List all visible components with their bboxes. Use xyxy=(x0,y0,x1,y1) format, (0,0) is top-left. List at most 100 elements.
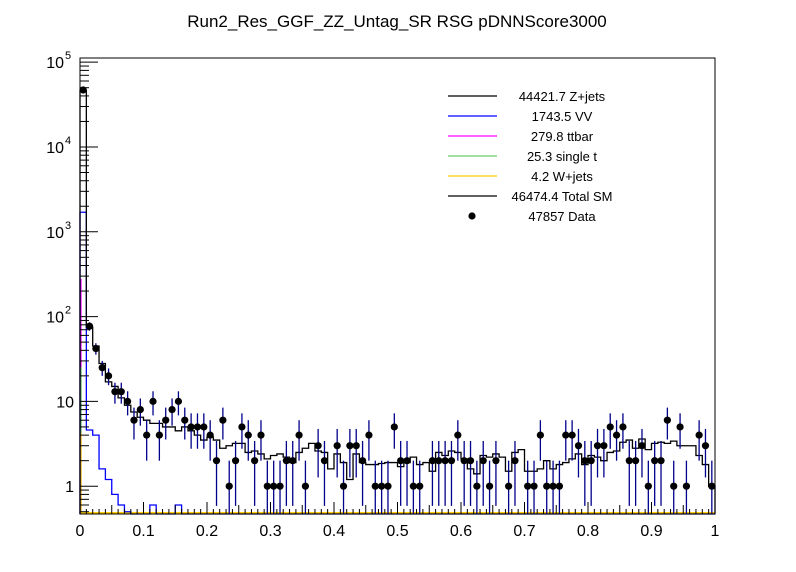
y-tick-label: 1 xyxy=(65,479,74,496)
data-point xyxy=(92,344,100,353)
x-tick-label: 0.1 xyxy=(132,523,154,540)
x-tick-label: 0.6 xyxy=(450,523,472,540)
data-point xyxy=(162,416,170,424)
data-point xyxy=(136,406,144,414)
data-point xyxy=(543,482,551,490)
data-point xyxy=(447,457,456,465)
data-point xyxy=(143,431,151,439)
data-point xyxy=(479,457,487,465)
data-point xyxy=(187,423,195,431)
legend-label: 4.2 W+jets xyxy=(531,169,593,184)
data-point xyxy=(670,482,678,490)
data-point xyxy=(581,457,589,465)
data-point xyxy=(98,364,106,372)
data-point xyxy=(371,482,379,490)
data-point xyxy=(384,482,392,490)
hist-total-sm xyxy=(79,89,716,514)
data-point xyxy=(473,482,481,490)
data-point xyxy=(339,482,348,490)
legend-label: 44421.7 Z+jets xyxy=(519,89,606,104)
data-point xyxy=(155,431,163,439)
data-point xyxy=(333,442,341,450)
data-point xyxy=(454,431,462,439)
legend-label: 46474.4 Total SM xyxy=(512,189,613,204)
data-point xyxy=(295,431,303,439)
data-point xyxy=(270,482,278,490)
data-point xyxy=(562,431,570,439)
legend-label: 279.8 ttbar xyxy=(531,129,594,144)
y-tick-label: 10 xyxy=(56,394,74,411)
data-point xyxy=(251,457,259,465)
data-point xyxy=(168,406,176,414)
y-tick-label: 10 xyxy=(46,55,64,72)
hist-vv xyxy=(79,211,715,515)
data-point xyxy=(593,442,602,450)
x-tick-label: 0.8 xyxy=(577,523,599,540)
data-point xyxy=(701,442,710,450)
plot-marks xyxy=(79,86,716,515)
data-point xyxy=(365,431,373,439)
data-point xyxy=(174,397,183,405)
data-point xyxy=(104,372,113,380)
y-tick-label: 10 xyxy=(46,225,64,242)
data-point xyxy=(282,457,290,465)
data-point xyxy=(657,457,665,465)
x-tick-label: 0.4 xyxy=(323,523,345,540)
data-point xyxy=(124,397,132,405)
data-point xyxy=(181,416,189,424)
data-point xyxy=(530,482,538,490)
y-tick-exponent: 3 xyxy=(65,220,71,232)
x-tick-label: 1 xyxy=(711,523,720,540)
data-point xyxy=(651,457,659,465)
data-point xyxy=(638,442,646,450)
data-point xyxy=(403,457,411,465)
data-point xyxy=(276,482,284,490)
data-point xyxy=(505,482,513,490)
data-point xyxy=(358,457,367,465)
data-point xyxy=(644,482,652,490)
data-point xyxy=(149,397,157,405)
data-point xyxy=(676,423,684,431)
legend-label: 25.3 single t xyxy=(527,149,597,164)
data-point xyxy=(397,457,405,465)
data-point xyxy=(606,423,614,431)
y-tick-exponent: 2 xyxy=(65,305,71,317)
data-point xyxy=(301,482,310,490)
x-tick-label: 0 xyxy=(76,523,85,540)
data-point xyxy=(524,482,532,490)
data-point xyxy=(682,482,691,490)
y-tick-exponent: 5 xyxy=(65,50,71,62)
data-point xyxy=(536,431,544,439)
x-tick-label: 0.2 xyxy=(196,523,218,540)
data-point xyxy=(346,442,354,450)
data-point xyxy=(409,482,417,490)
data-point xyxy=(708,482,716,490)
data-point xyxy=(320,457,329,465)
legend-marker xyxy=(468,212,476,220)
data-point xyxy=(460,457,468,465)
data-point xyxy=(117,388,125,396)
data-point xyxy=(663,416,671,424)
data-point xyxy=(212,457,221,465)
data-point xyxy=(625,457,633,465)
data-point xyxy=(511,457,519,465)
data-point xyxy=(314,442,322,450)
data-point xyxy=(289,457,297,465)
y-tick-exponent: 4 xyxy=(65,135,71,147)
data-point xyxy=(587,457,595,465)
data-point xyxy=(193,423,202,431)
data-point xyxy=(466,457,475,465)
x-tick-label: 0.9 xyxy=(640,523,662,540)
data-point xyxy=(612,431,621,439)
chart-title: Run2_Res_GGF_ZZ_Untag_SR RSG pDNNScore30… xyxy=(187,12,607,31)
legend: 44421.7 Z+jets 1743.5 VV 279.8 ttbar 25.3 s… xyxy=(448,89,612,224)
y-tick-label: 10 xyxy=(46,140,64,157)
data-point xyxy=(695,431,703,439)
data-point xyxy=(574,442,583,450)
legend-label: 1743.5 VV xyxy=(532,109,593,124)
data-point xyxy=(390,423,398,431)
data-point xyxy=(238,423,246,431)
data-point xyxy=(632,457,640,465)
